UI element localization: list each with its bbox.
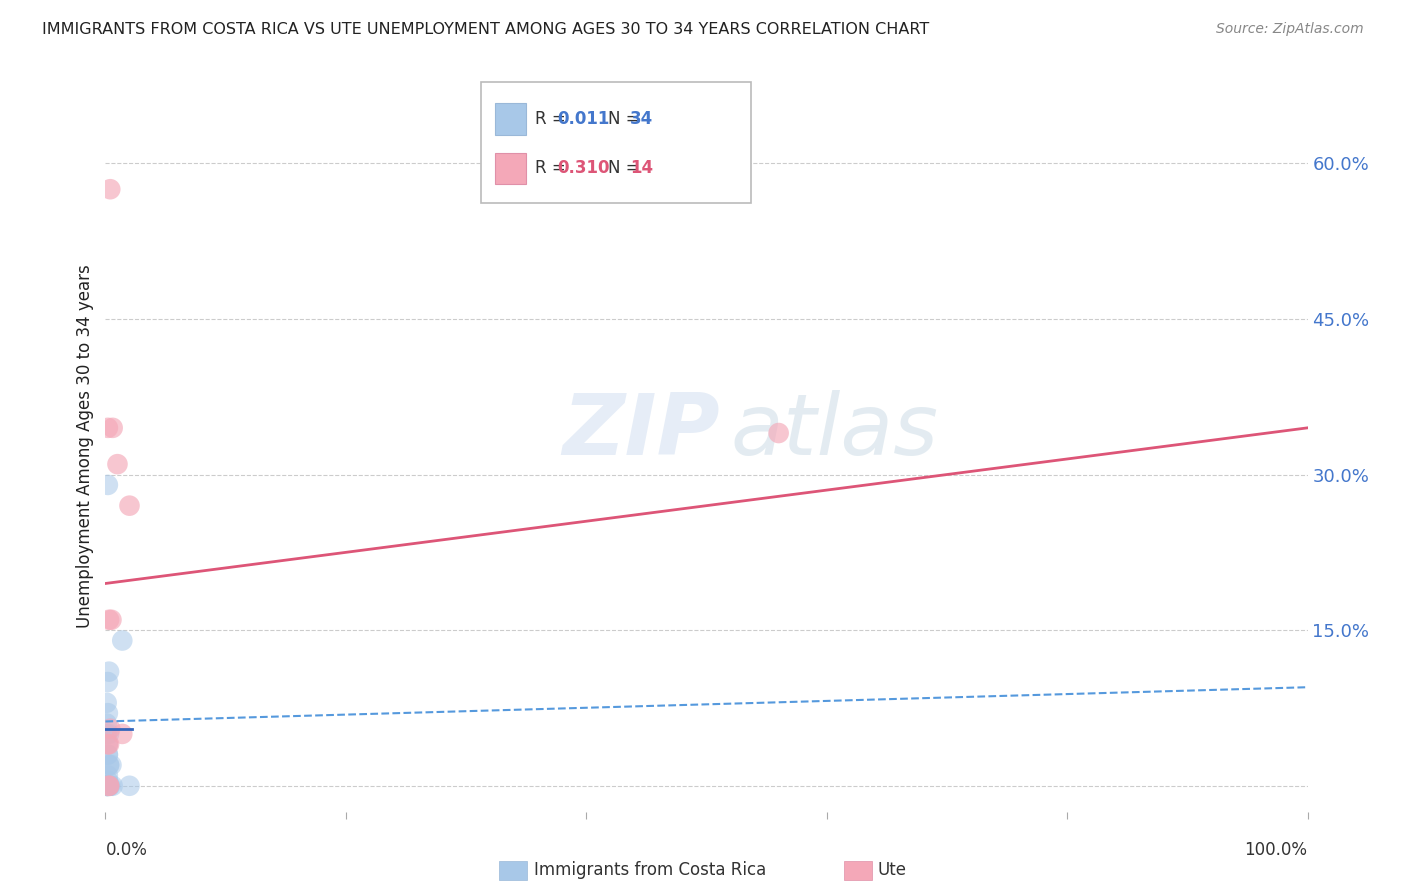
Point — [101, 779, 124, 793]
Point — [98, 722, 121, 736]
Text: 0.011: 0.011 — [557, 110, 610, 128]
Text: atlas: atlas — [731, 390, 939, 473]
Point — [97, 773, 120, 788]
Text: 0.310: 0.310 — [557, 159, 610, 178]
Text: 100.0%: 100.0% — [1244, 841, 1308, 859]
Point — [96, 779, 118, 793]
Point — [96, 779, 118, 793]
Text: R =: R = — [534, 110, 571, 128]
Point — [97, 747, 120, 762]
Point — [98, 182, 121, 196]
Text: 34: 34 — [630, 110, 654, 128]
Text: Ute: Ute — [877, 861, 907, 879]
Point — [97, 747, 120, 762]
Point — [97, 779, 120, 793]
Text: IMMIGRANTS FROM COSTA RICA VS UTE UNEMPLOYMENT AMONG AGES 30 TO 34 YEARS CORRELA: IMMIGRANTS FROM COSTA RICA VS UTE UNEMPL… — [42, 22, 929, 37]
Point — [100, 613, 122, 627]
Point — [101, 421, 124, 435]
Point — [111, 727, 134, 741]
Point — [96, 779, 118, 793]
Point — [96, 779, 118, 793]
Point — [98, 665, 121, 679]
Point — [98, 613, 121, 627]
Point — [768, 425, 790, 440]
Point — [98, 779, 121, 793]
Point — [98, 779, 121, 793]
Point — [107, 457, 129, 471]
Text: N =: N = — [607, 110, 645, 128]
Text: 0.0%: 0.0% — [105, 841, 148, 859]
Point — [96, 779, 118, 793]
Point — [118, 499, 141, 513]
Point — [97, 779, 120, 793]
Point — [96, 696, 118, 710]
Point — [96, 716, 118, 731]
Point — [98, 727, 121, 741]
Point — [98, 779, 121, 793]
Point — [97, 779, 120, 793]
Point — [97, 421, 120, 435]
Point — [97, 737, 120, 751]
Text: N =: N = — [607, 159, 645, 178]
Point — [98, 758, 121, 772]
Point — [97, 768, 120, 782]
Point — [96, 727, 118, 741]
Text: Source: ZipAtlas.com: Source: ZipAtlas.com — [1216, 22, 1364, 37]
Point — [98, 758, 121, 772]
Text: R =: R = — [534, 159, 571, 178]
Point — [98, 779, 121, 793]
Point — [111, 633, 134, 648]
Point — [98, 779, 121, 793]
Point — [98, 737, 121, 751]
Point — [100, 758, 122, 772]
Point — [97, 737, 120, 751]
Point — [118, 779, 141, 793]
Point — [97, 706, 120, 721]
Point — [97, 779, 120, 793]
Y-axis label: Unemployment Among Ages 30 to 34 years: Unemployment Among Ages 30 to 34 years — [76, 264, 94, 628]
Point — [96, 779, 118, 793]
Point — [97, 478, 120, 492]
Text: 14: 14 — [630, 159, 654, 178]
Text: ZIP: ZIP — [562, 390, 720, 473]
Point — [96, 779, 118, 793]
Point — [97, 779, 120, 793]
Text: Immigrants from Costa Rica: Immigrants from Costa Rica — [534, 861, 766, 879]
Point — [97, 675, 120, 690]
